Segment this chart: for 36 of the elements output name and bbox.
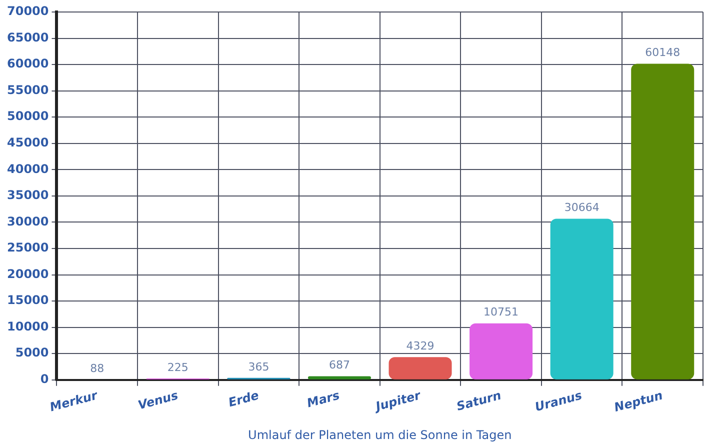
data-label: 30664 (564, 201, 600, 214)
bar (550, 218, 614, 380)
y-tick-label: 45000 (7, 136, 49, 150)
y-tick-label: 25000 (7, 240, 49, 255)
y-tick-label: 40000 (7, 162, 49, 176)
y-tick-label: 50000 (7, 109, 49, 124)
bar (388, 357, 452, 380)
y-tick-label: 35000 (7, 188, 49, 202)
data-label: 4329 (406, 339, 434, 352)
y-tick-label: 60000 (7, 56, 49, 71)
x-tick-label: Neptun (612, 388, 664, 415)
x-tick-label: Uranus (533, 388, 584, 414)
bar (308, 376, 371, 380)
data-label: 687 (328, 358, 350, 372)
data-label: 60148 (645, 46, 680, 60)
x-tick-label: Mars (305, 388, 342, 410)
data-label: 10751 (484, 306, 519, 319)
bar (470, 323, 533, 380)
y-tick-label: 5000 (15, 346, 49, 360)
x-axis-title: Umlauf der Planeten um die Sonne in Tagen (248, 428, 512, 442)
x-tick-label: Venus (136, 388, 180, 412)
x-tick-label: Erde (226, 388, 260, 410)
y-tick-label: 55000 (7, 82, 49, 97)
data-label: 88 (90, 362, 104, 375)
data-label: 365 (248, 360, 270, 374)
y-tick-label: 65000 (7, 30, 49, 44)
y-tick-label: 30000 (7, 214, 49, 228)
y-tick-label: 20000 (7, 266, 49, 281)
x-tick-label: Merkur (48, 388, 100, 414)
y-tick-label: 15000 (7, 293, 49, 308)
x-tick-label: Saturn (455, 388, 503, 414)
y-tick-label: 0 (40, 372, 49, 386)
y-tick-label: 10000 (7, 319, 49, 334)
bar (631, 64, 694, 380)
y-tick-label: 70000 (7, 4, 49, 18)
data-label: 225 (167, 361, 188, 374)
